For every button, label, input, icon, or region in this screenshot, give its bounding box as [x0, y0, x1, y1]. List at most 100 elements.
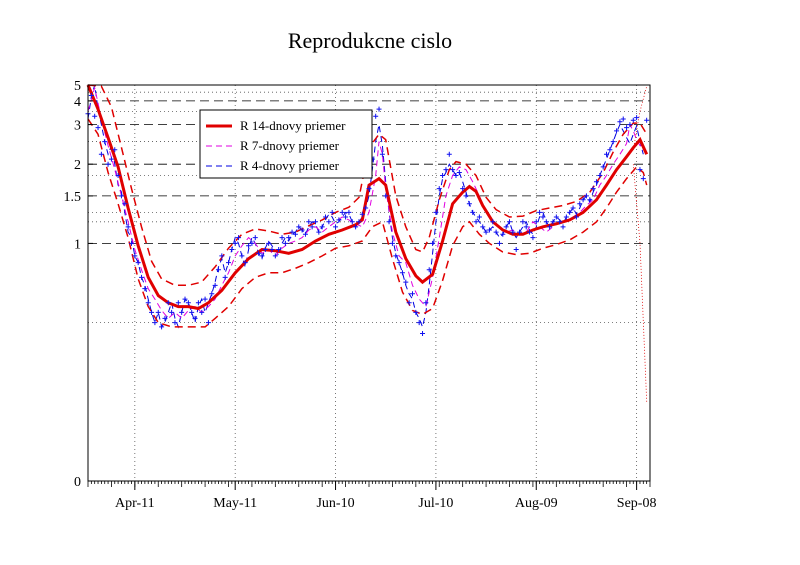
daily-point	[356, 219, 362, 225]
daily-point	[520, 219, 526, 225]
daily-point	[329, 209, 335, 215]
daily-point	[547, 224, 553, 230]
daily-point	[607, 147, 613, 153]
series-line-14-day-lower	[87, 118, 648, 328]
series-line-7-day	[87, 87, 644, 320]
daily-point	[219, 253, 225, 259]
daily-point	[262, 246, 268, 252]
daily-point	[399, 270, 405, 276]
legend-label-4: R 4-dnovy priemer	[240, 158, 340, 173]
daily-point	[353, 224, 359, 230]
daily-point	[323, 214, 329, 220]
daily-point	[105, 161, 111, 167]
daily-point	[366, 186, 372, 192]
daily-point	[242, 260, 248, 266]
daily-point	[627, 122, 633, 128]
daily-point	[430, 240, 436, 246]
daily-point	[530, 235, 536, 241]
y-axis: 0 1 1.5 2 3 45	[64, 79, 93, 490]
daily-point	[182, 296, 188, 302]
daily-point	[229, 246, 235, 252]
daily-point	[614, 128, 620, 134]
daily-point	[517, 229, 523, 235]
daily-point	[279, 235, 285, 241]
daily-point	[587, 197, 593, 203]
daily-point	[326, 219, 332, 225]
daily-point	[212, 282, 218, 288]
daily-point	[135, 260, 141, 266]
daily-point	[209, 291, 215, 297]
daily-point	[246, 243, 252, 249]
daily-point	[162, 315, 168, 321]
daily-point	[118, 193, 124, 199]
daily-point	[403, 279, 409, 285]
daily-point	[349, 219, 355, 225]
daily-point	[577, 201, 583, 207]
daily-point	[306, 219, 312, 225]
x-tick-label: Sep-08	[617, 496, 657, 511]
daily-point	[115, 173, 121, 179]
daily-point	[540, 214, 546, 220]
daily-point	[179, 309, 185, 315]
daily-point	[339, 209, 345, 215]
daily-point	[316, 229, 322, 235]
daily-point	[159, 324, 165, 330]
daily-point	[172, 320, 178, 326]
series-line-14-day-upper	[87, 84, 648, 287]
daily-point	[112, 147, 118, 153]
daily-point	[152, 320, 158, 326]
daily-point	[583, 193, 589, 199]
daily-point	[593, 179, 599, 185]
daily-point	[292, 231, 298, 237]
daily-point	[319, 224, 325, 230]
daily-point	[456, 170, 462, 176]
daily-point	[640, 176, 646, 182]
daily-point	[286, 235, 292, 241]
daily-point	[500, 231, 506, 237]
daily-point	[416, 320, 422, 326]
daily-point	[256, 250, 262, 256]
daily-point	[440, 173, 446, 179]
daily-point	[433, 209, 439, 215]
daily-point	[567, 209, 573, 215]
daily-point	[336, 217, 342, 223]
daily-point	[537, 209, 543, 215]
daily-point	[453, 173, 459, 179]
daily-point	[383, 193, 389, 199]
daily-point	[393, 253, 399, 259]
y-tick-label: 2	[74, 158, 81, 173]
y-tick-label: 1.5	[64, 190, 82, 205]
daily-point	[132, 253, 138, 259]
daily-point	[483, 229, 489, 235]
daily-point	[128, 240, 134, 246]
daily-point	[333, 224, 339, 230]
daily-point	[563, 214, 569, 220]
daily-point	[185, 300, 191, 306]
daily-point	[95, 125, 101, 131]
daily-point	[510, 229, 516, 235]
daily-point	[470, 209, 476, 215]
daily-point	[637, 167, 643, 173]
daily-point	[289, 229, 295, 235]
daily-point	[580, 197, 586, 203]
series-line-14-day-lower-tail	[632, 164, 648, 402]
daily-point	[252, 235, 258, 241]
y-tick-label: 1	[74, 237, 81, 252]
daily-point	[600, 164, 606, 170]
daily-point	[436, 186, 442, 192]
daily-point	[503, 224, 509, 230]
daily-point	[426, 267, 432, 273]
daily-point	[199, 309, 205, 315]
daily-point	[108, 156, 114, 162]
daily-point	[550, 219, 556, 225]
daily-point	[195, 300, 201, 306]
daily-point	[590, 186, 596, 192]
y-tick-label: 4	[74, 95, 81, 110]
daily-point	[232, 240, 238, 246]
y-tick-label: 5	[74, 79, 81, 94]
daily-point	[560, 224, 566, 230]
daily-point	[239, 253, 245, 259]
daily-point	[463, 193, 469, 199]
daily-point	[142, 286, 148, 292]
x-axis: Apr-11 May-11 Jun-10 Jul-10 Aug-09 Sep-08	[87, 481, 657, 511]
